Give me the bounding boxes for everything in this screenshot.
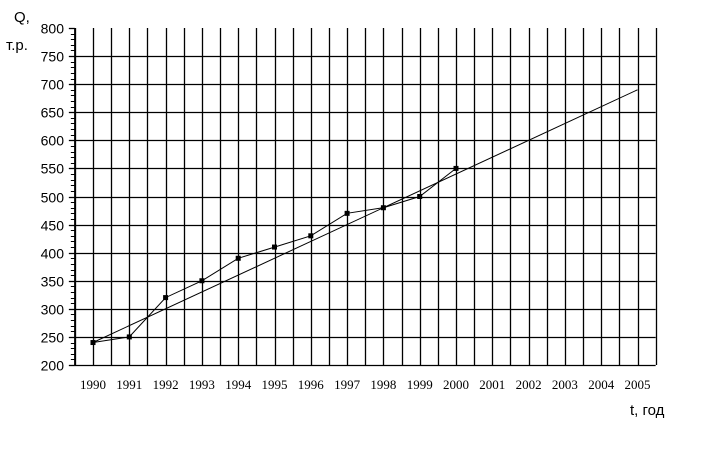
x-tick-label: 2004	[588, 377, 615, 392]
x-tick-label: 1993	[189, 377, 215, 392]
y-tick-label: 450	[41, 218, 65, 234]
x-tick-label: 1994	[225, 377, 252, 392]
x-tick-label: 1995	[262, 377, 288, 392]
trend-line	[92, 89, 638, 343]
x-tick-label: 1999	[407, 377, 433, 392]
y-tick-label: 250	[41, 330, 65, 346]
y-tick-label: 200	[41, 358, 65, 374]
data-point	[90, 340, 96, 346]
x-tick-label: 2001	[479, 377, 505, 392]
data-point	[344, 210, 350, 216]
data-point	[417, 194, 423, 199]
x-tick-label: 2005	[625, 377, 651, 392]
y-tick-label: 400	[41, 246, 65, 262]
data-point	[235, 255, 241, 261]
x-tick-label: 1996	[298, 377, 325, 392]
x-tick-label: 1990	[80, 377, 106, 392]
y-tick-label: 550	[41, 161, 65, 177]
x-tick-label: 1992	[153, 377, 179, 392]
data-point	[308, 233, 314, 239]
x-axis-title: t, год	[630, 402, 665, 419]
y-tick-label: 650	[41, 105, 65, 121]
x-tick-label: 1997	[334, 377, 361, 392]
x-tick-label: 1998	[370, 377, 396, 392]
x-tick-label: 2000	[443, 377, 469, 392]
data-point	[163, 295, 169, 301]
y-tick-label: 800	[41, 21, 65, 37]
data-point	[126, 334, 132, 340]
y-tick-label: 600	[41, 133, 65, 149]
data-point	[272, 244, 277, 250]
y-tick-label: 500	[41, 190, 65, 206]
data-point	[199, 278, 205, 284]
y-tick-label: 700	[41, 77, 65, 93]
y-tick-label: 350	[41, 274, 65, 290]
x-tick-label: 2002	[516, 377, 542, 392]
y-tick-label: 300	[41, 302, 65, 318]
y-axis-title-line2: т.р.	[6, 37, 28, 54]
y-tick-label: 750	[41, 49, 65, 65]
x-tick-label: 1991	[116, 377, 142, 392]
x-tick-label: 2003	[552, 377, 578, 392]
data-point	[453, 165, 459, 171]
y-axis-title-line1: Q,	[14, 9, 30, 26]
